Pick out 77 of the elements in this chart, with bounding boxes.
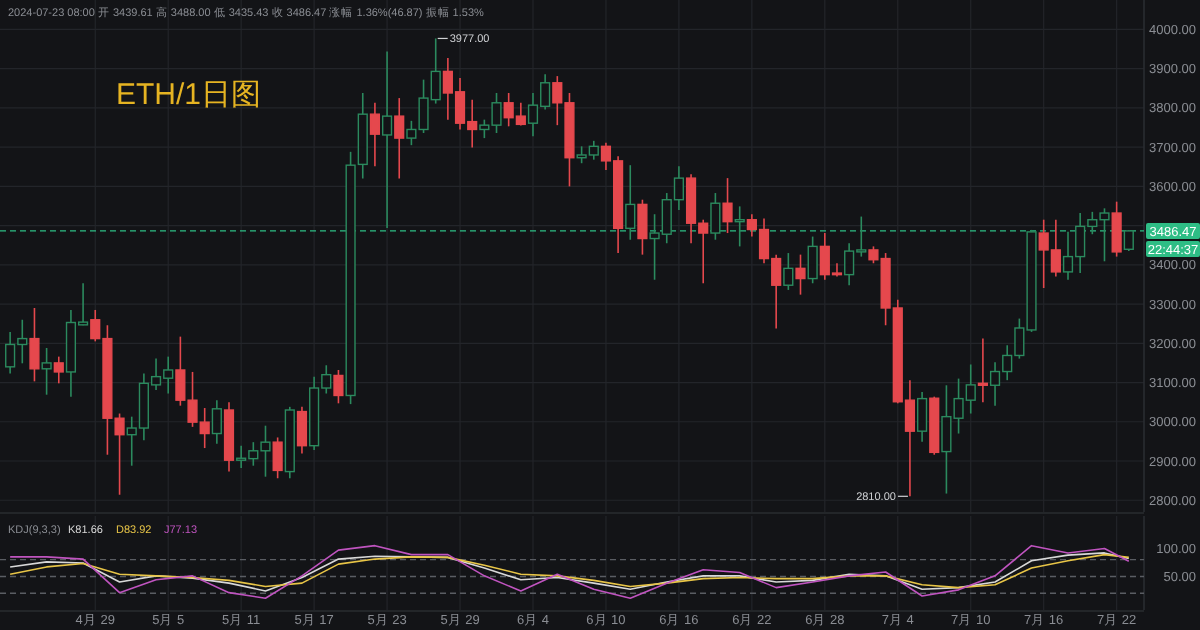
- candlestick: [369, 101, 381, 168]
- candlestick: [515, 101, 526, 127]
- candlestick: [90, 309, 101, 343]
- candlestick: [1087, 211, 1098, 236]
- candlestick: [722, 177, 733, 234]
- candlestick: [41, 347, 52, 396]
- candlestick: [710, 192, 721, 241]
- candlestick: [175, 335, 186, 407]
- candlestick: [673, 165, 684, 211]
- candlestick: [77, 282, 89, 327]
- candlestick: [807, 235, 818, 285]
- candlestick: [1038, 218, 1049, 289]
- candlestick: [734, 205, 745, 248]
- candlestick: [588, 140, 599, 161]
- candlestick: [418, 78, 429, 134]
- candlestick: [394, 97, 405, 180]
- candlestick: [831, 262, 843, 278]
- candlestick: [1075, 212, 1086, 274]
- candlestick: [126, 415, 137, 467]
- candlestick: [503, 92, 514, 128]
- candlestick: [138, 372, 149, 441]
- candlestick: [783, 252, 794, 291]
- candlestick: [916, 391, 928, 443]
- candlestick: [1050, 218, 1061, 278]
- candlestick: [625, 164, 636, 241]
- candlestick: [527, 92, 539, 137]
- candlestick: [491, 92, 502, 134]
- candlestick: [540, 73, 551, 111]
- candlestick: [977, 337, 988, 403]
- candlestick: [844, 242, 855, 287]
- candlestick: [236, 444, 247, 469]
- candlestick: [272, 436, 283, 480]
- candlestick: [187, 371, 198, 428]
- candlestick: [53, 355, 64, 385]
- candlestick: [430, 37, 441, 105]
- candlestick: [163, 355, 174, 395]
- candlestick: [989, 361, 1001, 407]
- candlestick: [211, 399, 222, 445]
- candlestick: [5, 331, 16, 375]
- candlestick: [150, 357, 162, 391]
- candlestick: [114, 412, 125, 496]
- candlestick: [467, 98, 478, 149]
- candlestick: [552, 75, 563, 126]
- candlestick: [17, 318, 28, 365]
- candlestick: [758, 217, 770, 265]
- candlestick: [1014, 317, 1025, 360]
- candlestick: [296, 406, 308, 455]
- candlestick: [454, 77, 466, 131]
- candlestick: [442, 57, 453, 121]
- candlestick: [649, 213, 660, 281]
- candlestick: [1002, 344, 1013, 381]
- candlestick: [685, 173, 697, 245]
- candlestick: [941, 384, 952, 495]
- candlestick: [600, 142, 612, 171]
- candlestick: [637, 198, 648, 256]
- candlestick: [29, 307, 40, 383]
- candlestick: [260, 424, 271, 478]
- candlestick: [771, 253, 782, 330]
- candlestick: [1111, 200, 1122, 258]
- candlestick: [819, 232, 830, 281]
- candlestick: [1062, 231, 1074, 281]
- candlestick: [333, 369, 344, 405]
- candlestick: [953, 377, 964, 435]
- candlestick: [698, 218, 709, 285]
- candlestick: [661, 192, 672, 245]
- candlestick: [1099, 207, 1110, 263]
- candlestick: [746, 213, 757, 238]
- candlestick: [795, 253, 806, 296]
- candlestick: [248, 441, 259, 467]
- candlestick: [965, 363, 976, 415]
- candlestick: [199, 407, 210, 449]
- candlestick: [321, 364, 332, 395]
- candlestick: [406, 120, 417, 146]
- candlestick: [904, 379, 916, 498]
- title: ETH/1日图: [116, 78, 262, 112]
- candlestick: [479, 118, 490, 139]
- candlestick: [856, 215, 867, 258]
